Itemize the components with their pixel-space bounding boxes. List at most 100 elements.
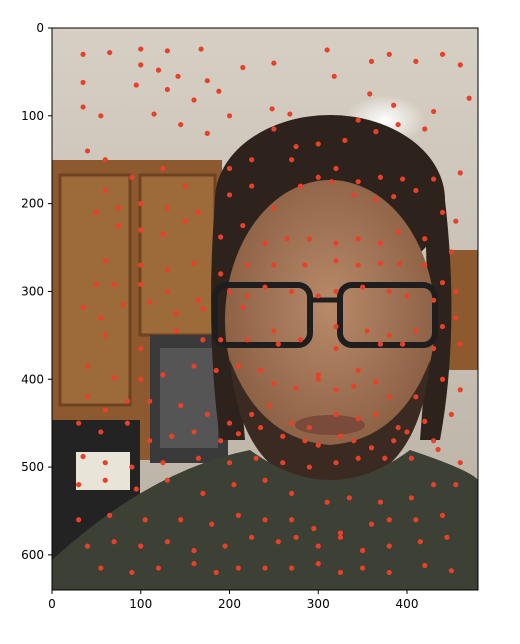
landmark-point <box>76 517 81 522</box>
landmark-point <box>333 289 338 294</box>
landmark-point <box>440 513 445 518</box>
landmark-point <box>333 241 338 246</box>
landmark-point <box>329 179 334 184</box>
landmark-point <box>351 192 356 197</box>
landmark-point <box>356 118 361 123</box>
landmark-point <box>218 337 223 342</box>
landmark-point <box>316 443 321 448</box>
landmark-point <box>453 289 458 294</box>
landmark-point <box>373 197 378 202</box>
landmark-point <box>262 478 267 483</box>
landmark-point <box>333 324 338 329</box>
landmark-point <box>316 377 321 382</box>
landmark-point <box>236 513 241 518</box>
landmark-point <box>165 48 170 53</box>
landmark-point <box>200 491 205 496</box>
landmark-point <box>422 419 427 424</box>
landmark-point <box>449 249 454 254</box>
landmark-point <box>147 299 152 304</box>
landmark-point <box>103 333 108 338</box>
landmark-point <box>347 495 352 500</box>
landmark-point <box>98 113 103 118</box>
x-tick-label: 200 <box>218 597 241 611</box>
landmark-point <box>333 258 338 263</box>
landmark-point <box>94 210 99 215</box>
landmark-point <box>218 271 223 276</box>
landmark-point <box>271 205 276 210</box>
landmark-point <box>134 486 139 491</box>
landmark-point <box>396 122 401 127</box>
landmark-point <box>440 210 445 215</box>
landmark-point <box>138 377 143 382</box>
landmark-point <box>245 337 250 342</box>
landmark-point <box>289 517 294 522</box>
landmark-point <box>413 188 418 193</box>
landmark-point <box>293 144 298 149</box>
landmark-point <box>165 478 170 483</box>
landmark-point <box>378 500 383 505</box>
landmark-point <box>449 412 454 417</box>
landmark-point <box>382 456 387 461</box>
landmark-point <box>156 68 161 73</box>
landmark-point <box>138 227 143 232</box>
landmark-point <box>236 431 241 436</box>
landmark-point <box>298 337 303 342</box>
landmark-point <box>440 280 445 285</box>
landmark-point <box>387 52 392 57</box>
landmark-point <box>160 372 165 377</box>
landmark-point <box>227 166 232 171</box>
y-tick-label: 300 <box>21 284 44 298</box>
landmark-point <box>422 126 427 131</box>
landmark-point <box>191 261 196 266</box>
landmark-point <box>240 305 245 310</box>
landmark-point <box>196 456 201 461</box>
landmark-point <box>360 284 365 289</box>
landmark-point <box>431 109 436 114</box>
landmark-point <box>116 223 121 228</box>
landmark-point <box>94 282 99 287</box>
landmark-point <box>351 438 356 443</box>
landmark-point <box>147 438 152 443</box>
landmark-point <box>205 412 210 417</box>
landmark-point <box>227 113 232 118</box>
landmark-point <box>236 363 241 368</box>
landmark-point <box>85 363 90 368</box>
landmark-point <box>178 403 183 408</box>
landmark-point <box>129 175 134 180</box>
landmark-point <box>285 236 290 241</box>
landmark-point <box>107 50 112 55</box>
landmark-point <box>280 460 285 465</box>
landmark-point <box>214 570 219 575</box>
landmark-point <box>391 103 396 108</box>
landmark-point <box>391 194 396 199</box>
landmark-point <box>387 543 392 548</box>
landmark-point <box>400 342 405 347</box>
landmark-point <box>276 342 281 347</box>
landmark-point <box>160 232 165 237</box>
landmark-point <box>183 183 188 188</box>
landmark-point <box>156 565 161 570</box>
landmark-point <box>271 328 276 333</box>
landmark-point <box>404 293 409 298</box>
landmark-point <box>174 311 179 316</box>
landmark-point <box>98 565 103 570</box>
landmark-point <box>338 535 343 540</box>
landmark-point <box>240 65 245 70</box>
landmark-point <box>216 89 221 94</box>
landmark-point <box>378 342 383 347</box>
landmark-point <box>107 513 112 518</box>
landmark-point <box>280 434 285 439</box>
landmark-point <box>138 262 143 267</box>
landmark-point <box>409 495 414 500</box>
landmark-point <box>287 111 292 116</box>
landmark-point <box>165 539 170 544</box>
landmark-point <box>98 315 103 320</box>
landmark-point <box>165 289 170 294</box>
landmark-point <box>356 416 361 421</box>
landmark-point <box>112 375 117 380</box>
landmark-point <box>200 337 205 342</box>
landmark-point <box>258 425 263 430</box>
landmark-point <box>431 346 436 351</box>
landmark-point <box>440 52 445 57</box>
